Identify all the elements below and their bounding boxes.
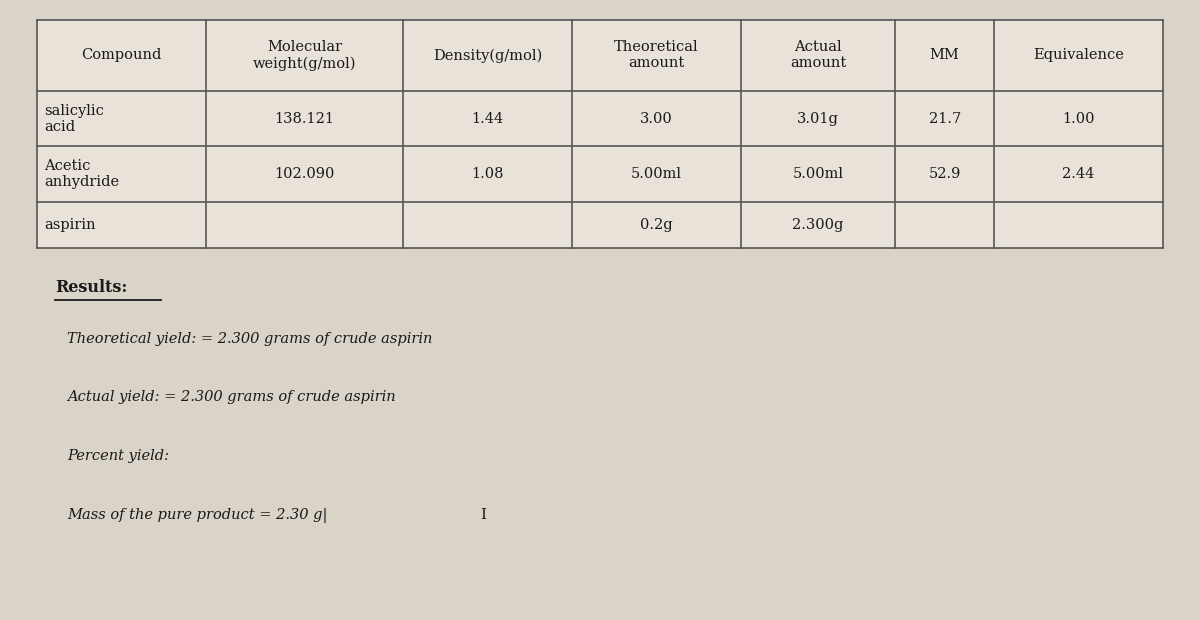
Text: Percent yield:: Percent yield: bbox=[67, 449, 169, 463]
Text: 3.00: 3.00 bbox=[640, 112, 673, 126]
Text: 2.44: 2.44 bbox=[1062, 167, 1094, 181]
Text: 102.090: 102.090 bbox=[275, 167, 335, 181]
Text: MM: MM bbox=[930, 48, 960, 63]
Text: Compound: Compound bbox=[82, 48, 162, 63]
Text: 5.00ml: 5.00ml bbox=[631, 167, 682, 181]
Text: Mass of the pure product = 2.30 g|: Mass of the pure product = 2.30 g| bbox=[67, 508, 328, 523]
Text: 52.9: 52.9 bbox=[929, 167, 961, 181]
Text: Equivalence: Equivalence bbox=[1033, 48, 1123, 63]
Text: Acetic
anhydride: Acetic anhydride bbox=[44, 159, 120, 189]
Text: I: I bbox=[480, 508, 486, 521]
Text: 1.08: 1.08 bbox=[472, 167, 504, 181]
Text: aspirin: aspirin bbox=[44, 218, 96, 232]
Text: 1.00: 1.00 bbox=[1062, 112, 1094, 126]
Text: Results:: Results: bbox=[55, 279, 127, 296]
Text: Density(g/mol): Density(g/mol) bbox=[433, 48, 542, 63]
Text: 3.01g: 3.01g bbox=[797, 112, 839, 126]
Text: Actual yield: = 2.300 grams of crude aspirin: Actual yield: = 2.300 grams of crude asp… bbox=[67, 390, 396, 404]
Text: 2.300g: 2.300g bbox=[792, 218, 844, 232]
Text: 138.121: 138.121 bbox=[275, 112, 335, 126]
Text: 5.00ml: 5.00ml bbox=[792, 167, 844, 181]
Bar bbox=[37, 20, 1163, 248]
Text: Theoretical
amount: Theoretical amount bbox=[614, 40, 698, 71]
Text: Molecular
weight(g/mol): Molecular weight(g/mol) bbox=[253, 40, 356, 71]
Text: 21.7: 21.7 bbox=[929, 112, 961, 126]
Text: salicylic
acid: salicylic acid bbox=[44, 104, 104, 134]
Text: 1.44: 1.44 bbox=[472, 112, 504, 126]
Text: Theoretical yield: = 2.300 grams of crude aspirin: Theoretical yield: = 2.300 grams of crud… bbox=[67, 332, 433, 345]
Text: Actual
amount: Actual amount bbox=[790, 40, 846, 71]
Text: 0.2g: 0.2g bbox=[640, 218, 672, 232]
